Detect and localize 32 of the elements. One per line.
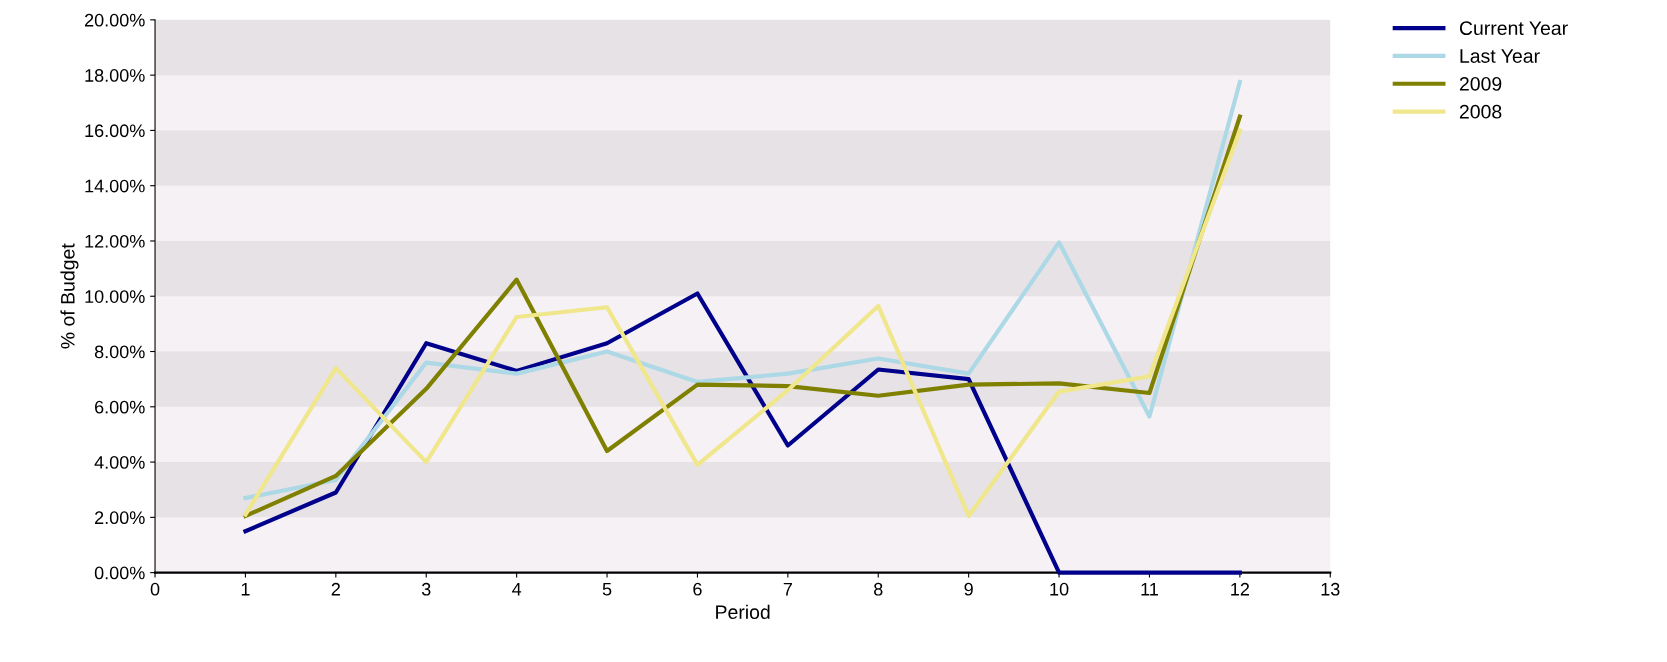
y-axis-title: % of Budget	[60, 243, 79, 349]
x-tick-label: 7	[783, 583, 792, 596]
line-series	[243, 291, 1242, 575]
x-tick-label: 3	[421, 582, 431, 596]
legend-label: 2008	[1459, 104, 1502, 119]
x-tick-label: 6	[693, 582, 702, 596]
y-tick-label: 6.00%	[95, 400, 145, 414]
x-tick-label: 4	[512, 583, 522, 596]
y-tick-label: 2.00%	[95, 511, 145, 525]
legend-label: Last Year	[1460, 49, 1540, 63]
x-tick-label: 13	[1321, 582, 1340, 596]
x-tick-label: 2	[331, 582, 340, 596]
y-tick-label: 0.00%	[94, 566, 145, 580]
y-tick-label: 4.00%	[94, 456, 145, 469]
y-tick-label: 20.00%	[84, 13, 145, 27]
x-axis-title: Period	[716, 604, 770, 620]
y-tick-label: 12.00%	[85, 234, 145, 248]
y-tick-label: 16.00%	[85, 124, 145, 138]
y-tick-label: 14.00%	[85, 179, 145, 193]
x-tick-label: 5	[602, 583, 612, 596]
x-tick-label: 1	[241, 583, 250, 596]
y-tick-label: 10.00%	[85, 290, 145, 303]
y-tick-label: 18.00%	[85, 69, 145, 82]
x-tick-label: 0	[150, 582, 160, 596]
x-tick-label: 9	[964, 582, 973, 596]
x-tick-label: 10	[1050, 582, 1069, 596]
legend-label: 2009	[1459, 76, 1502, 91]
legend-label: Current Year	[1459, 21, 1568, 36]
x-tick-label: 11	[1141, 583, 1158, 596]
y-tick-label: 8.00%	[94, 345, 145, 359]
x-tick-label: 8	[874, 582, 883, 596]
x-tick-label: 12	[1231, 582, 1249, 596]
